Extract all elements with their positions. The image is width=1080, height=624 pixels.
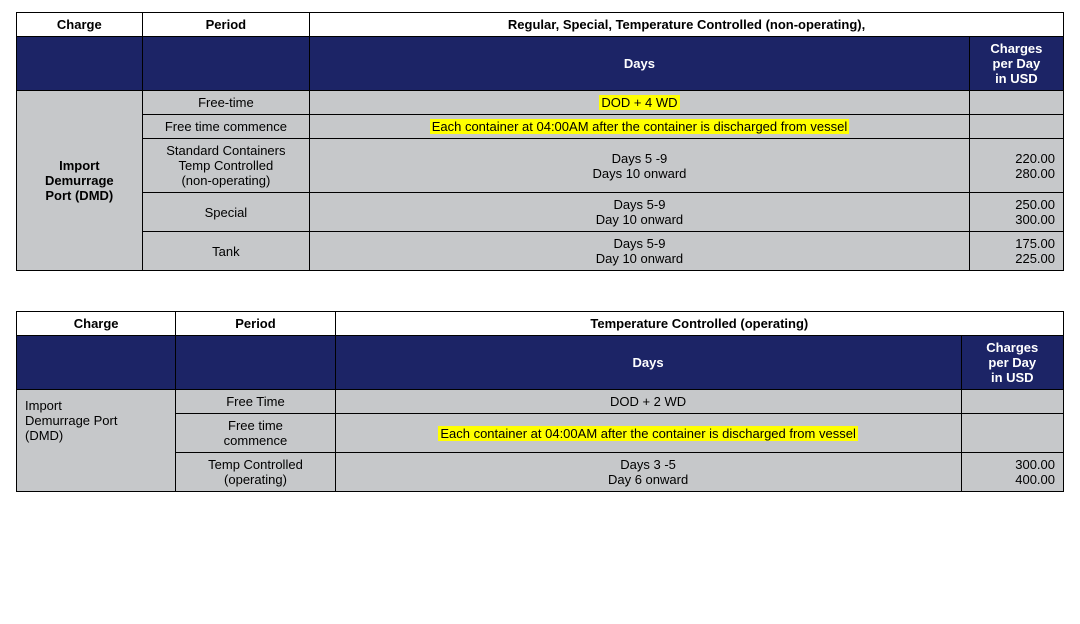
usd-cell [969, 115, 1063, 139]
col-header-category: Temperature Controlled (operating) [335, 312, 1063, 336]
days-cell: DOD + 4 WD [310, 91, 970, 115]
table-gap [16, 271, 1064, 311]
days-cell: Days 5-9Day 10 onward [310, 232, 970, 271]
period-cell: Free-time [142, 91, 310, 115]
usd-cell: 175.00225.00 [969, 232, 1063, 271]
subheader-usd: Charges per Day in USD [969, 37, 1063, 91]
usd-cell [961, 414, 1063, 453]
col-header-charge: Charge [17, 13, 143, 37]
days-cell: Days 5-9Day 10 onward [310, 193, 970, 232]
period-cell: Tank [142, 232, 310, 271]
days-cell: Each container at 04:00AM after the cont… [310, 115, 970, 139]
period-cell: Standard ContainersTemp Controlled(non-o… [142, 139, 310, 193]
demurrage-table-1: Charge Period Regular, Special, Temperat… [16, 12, 1064, 271]
table-row: Special Days 5-9Day 10 onward 250.00300.… [17, 193, 1064, 232]
subheader-days: Days [310, 37, 970, 91]
col-header-category: Regular, Special, Temperature Controlled… [310, 13, 1064, 37]
subheader-blank [17, 336, 176, 390]
subheader-blank [142, 37, 310, 91]
period-cell: Free timecommence [176, 414, 335, 453]
table-row: Charge Period Regular, Special, Temperat… [17, 13, 1064, 37]
usd-cell [961, 390, 1063, 414]
table-row: Free time commence Each container at 04:… [17, 115, 1064, 139]
charge-label: ImportDemurragePort (DMD) [17, 91, 143, 271]
usd-cell: 220.00280.00 [969, 139, 1063, 193]
table-row: ImportDemurrage Port(DMD) Free Time DOD … [17, 390, 1064, 414]
days-cell: Days 5 -9Days 10 onward [310, 139, 970, 193]
col-header-charge: Charge [17, 312, 176, 336]
charge-label: ImportDemurrage Port(DMD) [17, 390, 176, 492]
col-header-period: Period [142, 13, 310, 37]
usd-cell [969, 91, 1063, 115]
table-row: ImportDemurragePort (DMD) Free-time DOD … [17, 91, 1064, 115]
days-cell: Each container at 04:00AM after the cont… [335, 414, 961, 453]
subheader-blank [17, 37, 143, 91]
col-header-period: Period [176, 312, 335, 336]
days-cell: Days 3 -5Day 6 onward [335, 453, 961, 492]
period-cell: Special [142, 193, 310, 232]
table-row: Charge Period Temperature Controlled (op… [17, 312, 1064, 336]
period-cell: Free Time [176, 390, 335, 414]
days-cell: DOD + 2 WD [335, 390, 961, 414]
subheader-days: Days [335, 336, 961, 390]
table-row: Standard ContainersTemp Controlled(non-o… [17, 139, 1064, 193]
usd-cell: 300.00400.00 [961, 453, 1063, 492]
table-row: Days Charges per Day in USD [17, 37, 1064, 91]
period-cell: Temp Controlled(operating) [176, 453, 335, 492]
usd-cell: 250.00300.00 [969, 193, 1063, 232]
period-cell: Free time commence [142, 115, 310, 139]
subheader-blank [176, 336, 335, 390]
table-row: Tank Days 5-9Day 10 onward 175.00225.00 [17, 232, 1064, 271]
subheader-usd: Charges per Day in USD [961, 336, 1063, 390]
demurrage-table-2: Charge Period Temperature Controlled (op… [16, 311, 1064, 492]
table-row: Days Charges per Day in USD [17, 336, 1064, 390]
